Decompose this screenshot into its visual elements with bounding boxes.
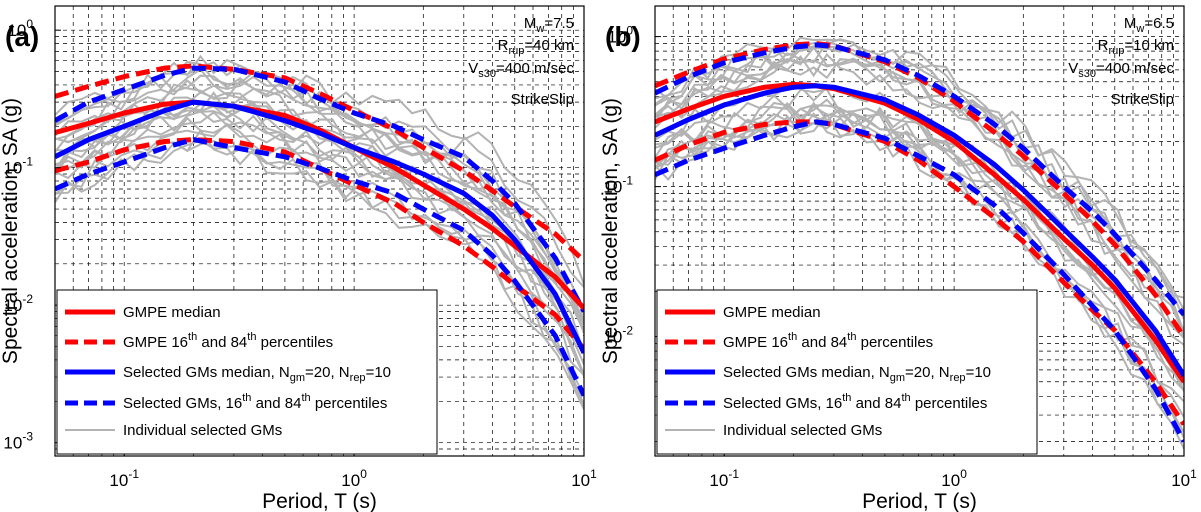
- legend-label: Individual selected GMs: [723, 422, 882, 439]
- y-axis-label: Spectral acceleration, SA (g): [599, 98, 622, 364]
- legend-label: GMPE median: [123, 304, 221, 321]
- series-line-sel-median: [655, 83, 1184, 377]
- y-tick-label: 10-3: [3, 430, 33, 453]
- legend: GMPE median GMPE 16th and 84th percentile…: [656, 289, 1038, 455]
- legend-label: Selected GMs, 16th and 84th percentiles: [723, 392, 987, 412]
- x-tick-label: 10-1: [109, 467, 139, 490]
- series-line-gmpe-pct: [655, 119, 1184, 426]
- individual-gm-line: [655, 112, 1184, 433]
- y-axis-label: Spectral acceleration, SA (g): [0, 98, 22, 364]
- individual-gm-line: [655, 98, 1184, 386]
- legend-label: GMPE 16th and 84th percentiles: [723, 331, 933, 351]
- main-series: [655, 41, 1184, 443]
- panel-label: (b): [605, 21, 641, 52]
- legend-label: Selected GMs median, Ngm=20, Nrep=10: [723, 364, 991, 384]
- scenario-annotation: Vs30=400 m/sec: [468, 60, 574, 80]
- legend-box: [656, 289, 1038, 455]
- x-tick-label: 100: [341, 467, 367, 490]
- individual-gm-line: [655, 43, 1184, 320]
- mechanism-annotation: StrikeSlip: [1111, 91, 1174, 108]
- individual-gm-line: [55, 68, 584, 288]
- series-line-gmpe-pct: [55, 63, 584, 263]
- x-axis-label: Period, T (s): [862, 490, 977, 512]
- x-tick-label: 100: [941, 467, 967, 490]
- scenario-annotation: Rrup=40 km: [498, 37, 574, 57]
- y-tick-label: 10-2: [603, 324, 633, 347]
- scenario-annotation: Rrup=10 km: [1098, 37, 1174, 57]
- legend-label: GMPE 16th and 84th percentiles: [123, 331, 333, 351]
- individual-gm-line: [655, 57, 1184, 329]
- mechanism-annotation: StrikeSlip: [511, 91, 574, 108]
- individual-gm-line: [55, 105, 584, 365]
- scenario-annotation: Mw=7.5: [524, 15, 574, 35]
- series-line-gmpe-pct: [55, 137, 584, 351]
- y-tick-label: 10-2: [3, 292, 33, 315]
- series-line-sel-median: [55, 99, 584, 354]
- x-tick-label: 101: [571, 467, 597, 490]
- y-tick-label: 100: [7, 17, 33, 40]
- y-tick-label: 10-1: [603, 174, 633, 197]
- x-axis-label: Period, T (s): [262, 490, 377, 512]
- plot-frame: [654, 5, 1185, 457]
- plot-frame: [54, 5, 585, 457]
- panel-label: (a): [5, 21, 39, 52]
- series-line-sel-pct: [655, 42, 1184, 317]
- x-tick-label: 10-1: [709, 467, 739, 490]
- series-line-sel-pct: [655, 119, 1184, 443]
- legend-label: Selected GMs, 16th and 84th percentiles: [123, 392, 387, 412]
- individual-gm-line: [55, 122, 584, 407]
- individual-gm-line: [55, 91, 584, 375]
- legend-label: GMPE median: [723, 304, 821, 321]
- individual-gm-line: [655, 116, 1184, 418]
- scenario-annotation: Mw=6.5: [1124, 15, 1174, 35]
- series-line-sel-pct: [55, 65, 584, 313]
- scenario-annotation: Vs30=400 m/sec: [1068, 60, 1174, 80]
- legend-label: Selected GMs median, Ngm=20, Nrep=10: [123, 364, 391, 384]
- individual-gm-line: [655, 40, 1184, 346]
- y-tick-label: 10-1: [3, 155, 33, 178]
- legend: GMPE median GMPE 16th and 84th percentile…: [56, 289, 438, 455]
- individual-gm-line: [55, 140, 584, 397]
- main-series: [55, 63, 584, 397]
- individual-gms: [55, 54, 584, 410]
- x-tick-label: 101: [1171, 467, 1197, 490]
- individual-gm-line: [655, 42, 1184, 339]
- legend-box: [56, 289, 438, 455]
- individual-gm-line: [655, 52, 1184, 339]
- legend-label: Individual selected GMs: [123, 422, 282, 439]
- series-line-sel-pct: [55, 137, 584, 397]
- series-line-gmpe-median: [655, 81, 1184, 384]
- y-tick-label: 100: [607, 24, 633, 47]
